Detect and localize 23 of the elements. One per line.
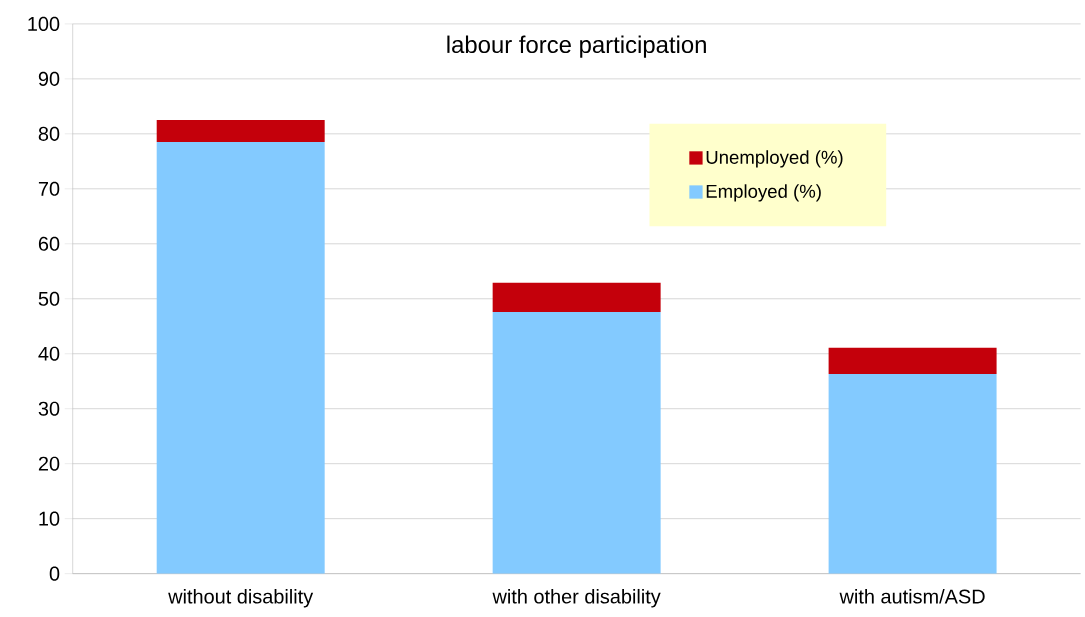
y-tick-label: 60	[38, 236, 60, 251]
y-tick-label: 20	[38, 456, 60, 471]
legend-label: Employed (%)	[706, 184, 821, 202]
x-tick-label: with other disability	[492, 588, 661, 608]
x-tick-label: with autism/ASD	[839, 588, 985, 604]
bar	[492, 282, 661, 312]
y-tick-label: 0	[49, 566, 60, 581]
y-tick-label: 100	[28, 16, 60, 31]
legend-label: Unemployed (%)	[706, 149, 843, 168]
bar	[828, 347, 997, 374]
chart-title: labour force participation	[447, 35, 706, 58]
bar	[828, 373, 997, 574]
y-tick-label: 50	[38, 291, 60, 306]
bar	[156, 141, 325, 574]
bar	[156, 119, 325, 142]
y-tick-label: 70	[38, 181, 60, 196]
x-tick-label: without disability	[168, 588, 314, 608]
y-tick-label: 40	[38, 346, 60, 361]
y-tick-label: 30	[38, 401, 60, 416]
y-tick-label: 90	[38, 71, 60, 86]
y-tick-label: 80	[38, 126, 60, 141]
y-tick-label: 10	[39, 511, 60, 526]
bar	[492, 311, 661, 574]
